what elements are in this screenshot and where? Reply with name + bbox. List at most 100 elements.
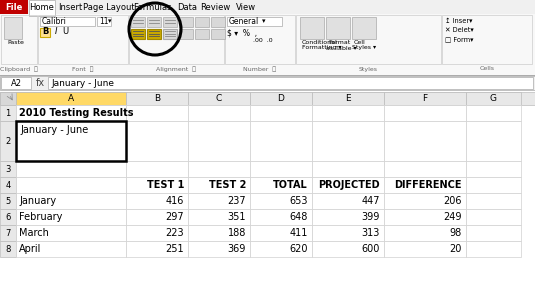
Text: Styles ▾: Styles ▾ [352,45,376,50]
Text: View: View [236,2,256,12]
Text: 369: 369 [227,244,246,254]
Text: DIFFERENCE: DIFFERENCE [394,180,462,190]
Text: Paste: Paste [7,40,24,45]
Text: General: General [229,17,259,26]
Bar [188,241,250,257]
Bar [466,161,521,177]
Bar [250,121,312,161]
Bar [4,17,22,39]
Bar [384,177,466,193]
Bar [179,29,193,39]
Bar [0,241,16,257]
Text: Styles: Styles [359,67,378,72]
Bar [466,92,521,105]
Bar [312,121,384,161]
Text: Alignment  ⓖ: Alignment ⓖ [157,66,196,72]
Bar [131,29,145,39]
Text: 223: 223 [165,228,184,238]
Text: 1: 1 [5,108,11,118]
Text: 249: 249 [444,212,462,222]
Bar [312,193,384,209]
Text: January: January [19,196,56,206]
Text: TOTAL: TOTAL [273,180,308,190]
Bar [129,15,224,64]
Bar [466,209,521,225]
Bar [384,161,466,177]
Bar [384,193,466,209]
Bar [250,225,312,241]
Text: 416: 416 [166,196,184,206]
Bar [126,209,188,225]
Text: 297: 297 [165,212,184,222]
Bar [250,193,312,209]
Text: 648: 648 [289,212,308,222]
Bar [250,177,312,193]
Text: 653: 653 [289,196,308,206]
Bar [466,225,521,241]
Text: ▾: ▾ [262,18,265,24]
Bar [126,225,188,241]
Text: 399: 399 [362,212,380,222]
Bar [16,121,126,161]
Text: Font  ⓖ: Font ⓖ [72,66,94,72]
Text: ↥ Inser▾: ↥ Inser▾ [445,18,472,24]
Bar [0,193,16,209]
Bar [97,17,111,26]
Bar [188,225,250,241]
Text: B: B [42,28,48,37]
Text: 5: 5 [5,197,11,206]
Text: January - June: January - June [51,78,114,88]
Bar [296,15,441,64]
Text: 3: 3 [5,165,11,173]
Bar [211,17,225,27]
Text: 8: 8 [5,244,11,254]
Bar [163,29,177,39]
Bar [312,177,384,193]
Text: 620: 620 [289,244,308,254]
Bar [312,161,384,177]
Bar [312,241,384,257]
Text: U: U [62,28,68,37]
Bar [466,177,521,193]
Bar [300,17,324,39]
Bar [312,92,384,105]
Bar [250,209,312,225]
Text: as Table ▾: as Table ▾ [326,45,357,50]
Bar [0,92,535,105]
Text: 600: 600 [362,244,380,254]
Bar [147,17,161,27]
Text: Formulas: Formulas [133,2,172,12]
Bar [126,92,188,105]
Bar [16,193,126,209]
Bar [0,0,535,75]
Bar [29,0,55,16]
Text: Cell: Cell [354,40,366,45]
Text: 447: 447 [362,196,380,206]
Text: 188: 188 [227,228,246,238]
Text: Home: Home [29,2,55,12]
Text: File: File [5,2,22,12]
Bar [40,17,95,26]
Bar [1,77,31,89]
Bar [40,28,50,37]
Bar [466,193,521,209]
Bar [384,225,466,241]
Bar [466,241,521,257]
Text: Number  ⓖ: Number ⓖ [243,66,277,72]
Text: 411: 411 [289,228,308,238]
Text: E: E [345,94,351,103]
Bar [0,209,16,225]
Bar [312,105,384,121]
Bar [16,177,126,193]
Bar [126,241,188,257]
Bar [250,241,312,257]
Text: 351: 351 [227,212,246,222]
Text: PROJECTED: PROJECTED [318,180,380,190]
Text: 11: 11 [99,17,109,26]
Bar [384,209,466,225]
Text: D: D [278,94,285,103]
Bar [0,225,16,241]
Text: 7: 7 [5,228,11,238]
Bar [0,105,16,121]
Text: fx: fx [35,78,44,88]
